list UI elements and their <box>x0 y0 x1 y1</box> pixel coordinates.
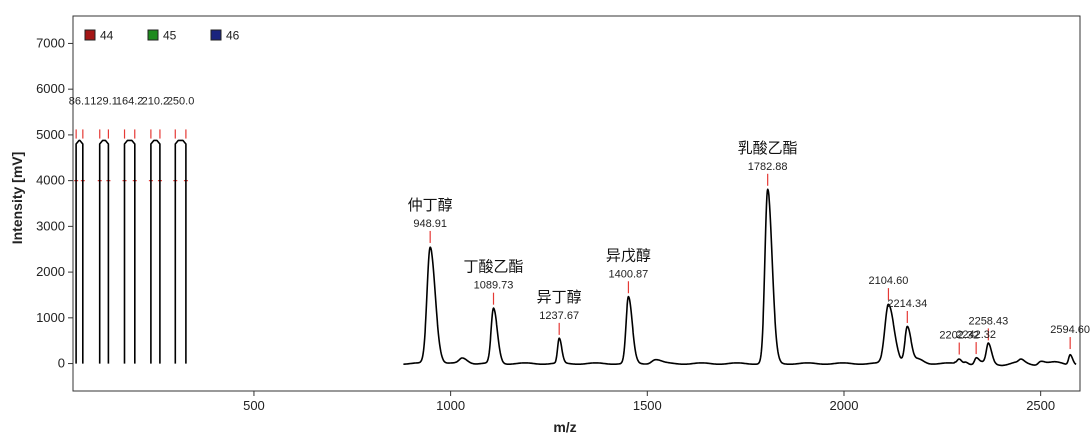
x-tick-label: 500 <box>243 398 265 413</box>
compound-name-label: 仲丁醇 <box>408 196 453 214</box>
peak-value-label: 2258.43 <box>968 315 1008 327</box>
peak-value-label: 2594.60 <box>1050 324 1090 336</box>
chromatogram-trace <box>75 139 1077 367</box>
compound-name-label: 异丁醇 <box>537 288 582 306</box>
legend-label: 45 <box>163 29 177 43</box>
calibration-label: 250.0 <box>167 95 195 107</box>
x-tick-label: 2000 <box>830 398 859 413</box>
peak-value-label: 1237.67 <box>539 310 579 322</box>
calibration-label: 164.2 <box>116 95 144 107</box>
y-tick-label: 6000 <box>36 81 65 96</box>
y-tick-label: 5000 <box>36 127 65 142</box>
y-tick-label: 3000 <box>36 218 65 233</box>
x-tick-label: 1000 <box>436 398 465 413</box>
legend: 44 45 46 <box>84 29 240 43</box>
peak-value-label: 1400.87 <box>609 268 649 280</box>
x-axis-title: m/z <box>553 419 576 435</box>
peak-value-label: 2242.32 <box>956 329 996 341</box>
y-axis-ticks: 0 1000 2000 3000 4000 5000 6000 7000 <box>36 35 73 371</box>
x-tick-label: 1500 <box>633 398 662 413</box>
peak-value-label: 1782.88 <box>748 161 788 173</box>
x-tick-label: 2500 <box>1026 398 1055 413</box>
legend-label: 46 <box>226 29 240 43</box>
legend-swatch <box>84 29 96 41</box>
compound-name-label: 乳酸乙酯 <box>738 139 798 157</box>
calibration-label: 210.2 <box>142 95 170 107</box>
compound-name-label: 丁酸乙酯 <box>463 258 523 276</box>
peak-value-label: 948.91 <box>413 218 447 230</box>
x-axis-ticks: 500 1000 1500 2000 2500 <box>243 391 1055 413</box>
legend-swatch <box>147 29 159 41</box>
legend-label: 44 <box>100 29 114 43</box>
peak-value-label: 1089.73 <box>474 280 514 292</box>
y-tick-label: 4000 <box>36 173 65 188</box>
y-tick-label: 1000 <box>36 310 65 325</box>
peak-value-label: 2202.32 <box>939 330 979 342</box>
legend-swatch <box>210 29 222 41</box>
compound-name-label: 异戊醇 <box>606 246 651 264</box>
peak-value-label: 2104.60 <box>869 275 909 287</box>
y-tick-label: 7000 <box>36 35 65 50</box>
calibration-label: 86.1 <box>69 95 90 107</box>
peak-value-label: 2214.34 <box>887 298 927 310</box>
plot-frame <box>72 15 1081 392</box>
y-axis-title: Intensity [mV] <box>9 152 25 245</box>
y-tick-label: 2000 <box>36 264 65 279</box>
y-tick-label: 0 <box>58 356 65 371</box>
calibration-label: 129.1 <box>90 95 118 107</box>
